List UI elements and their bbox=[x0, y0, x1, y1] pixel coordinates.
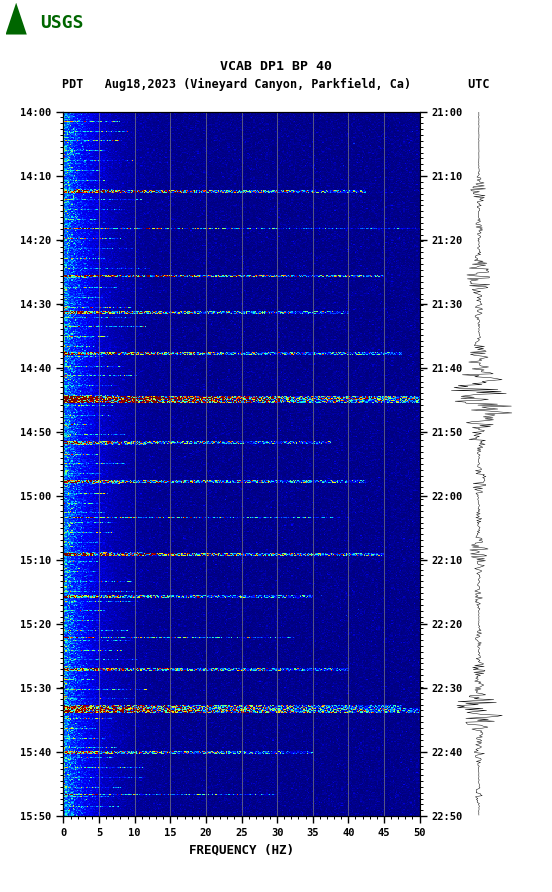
X-axis label: FREQUENCY (HZ): FREQUENCY (HZ) bbox=[189, 844, 294, 856]
Polygon shape bbox=[6, 3, 26, 35]
Text: VCAB DP1 BP 40: VCAB DP1 BP 40 bbox=[220, 61, 332, 73]
Text: USGS: USGS bbox=[40, 14, 83, 32]
Text: PDT   Aug18,2023 (Vineyard Canyon, Parkfield, Ca)        UTC: PDT Aug18,2023 (Vineyard Canyon, Parkfie… bbox=[62, 78, 490, 91]
